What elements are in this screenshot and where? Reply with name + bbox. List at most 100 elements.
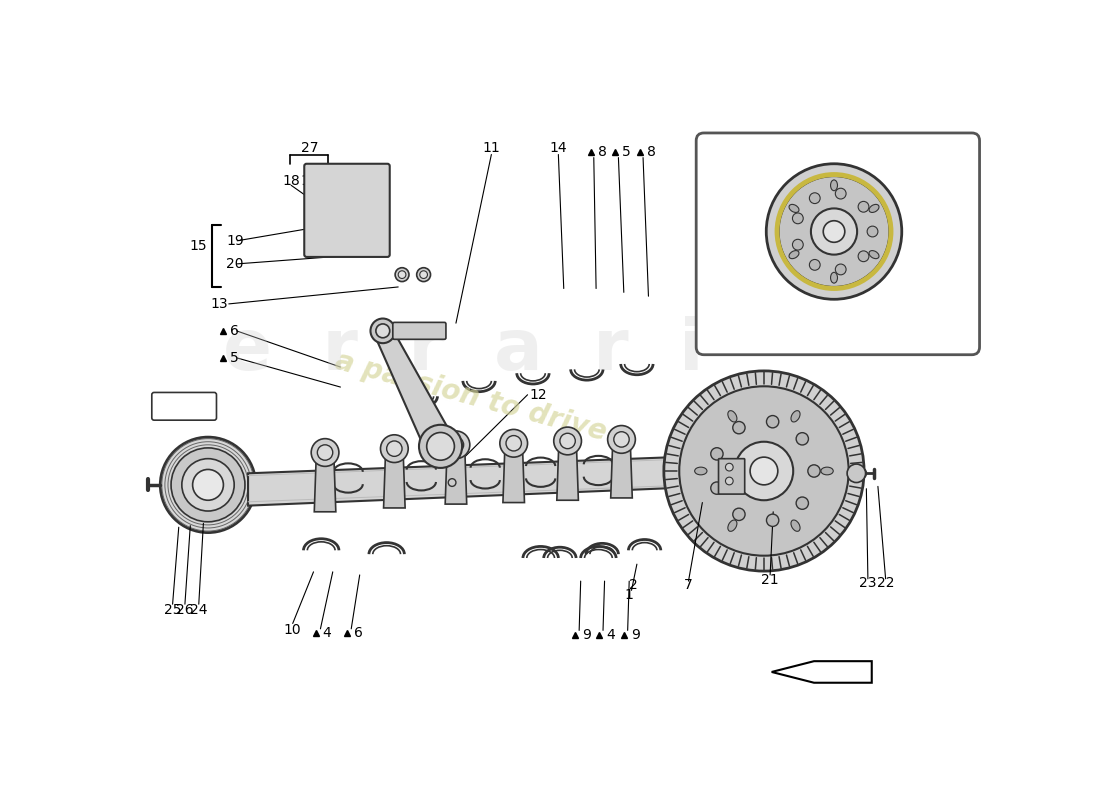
Circle shape bbox=[711, 482, 723, 494]
Circle shape bbox=[811, 209, 857, 254]
Ellipse shape bbox=[789, 250, 799, 258]
Circle shape bbox=[858, 251, 869, 262]
Text: 22: 22 bbox=[877, 577, 894, 590]
Circle shape bbox=[387, 441, 403, 456]
Text: 15: 15 bbox=[189, 239, 207, 253]
Polygon shape bbox=[503, 437, 525, 502]
Circle shape bbox=[779, 176, 890, 287]
Text: 5: 5 bbox=[623, 146, 631, 159]
Ellipse shape bbox=[791, 410, 800, 422]
Text: 4: 4 bbox=[322, 626, 331, 641]
Text: 9: 9 bbox=[630, 628, 639, 642]
FancyBboxPatch shape bbox=[696, 133, 980, 354]
FancyBboxPatch shape bbox=[152, 393, 217, 420]
Circle shape bbox=[170, 448, 245, 522]
Text: 7: 7 bbox=[684, 578, 693, 592]
Circle shape bbox=[733, 508, 745, 521]
Circle shape bbox=[867, 226, 878, 237]
Circle shape bbox=[442, 431, 470, 458]
FancyBboxPatch shape bbox=[305, 164, 389, 257]
Text: 8: 8 bbox=[597, 146, 606, 159]
Ellipse shape bbox=[728, 520, 737, 531]
Text: 24: 24 bbox=[190, 603, 208, 618]
Circle shape bbox=[726, 477, 734, 485]
Circle shape bbox=[711, 448, 723, 460]
Circle shape bbox=[395, 268, 409, 282]
Polygon shape bbox=[315, 446, 336, 512]
Text: e  r  r  a  r  i: e r r a r i bbox=[223, 315, 704, 385]
FancyArrow shape bbox=[772, 661, 871, 682]
Text: 18: 18 bbox=[283, 174, 300, 188]
Ellipse shape bbox=[728, 410, 737, 422]
Circle shape bbox=[553, 427, 582, 455]
Polygon shape bbox=[557, 435, 579, 500]
Circle shape bbox=[858, 202, 869, 212]
Text: 6: 6 bbox=[230, 324, 239, 338]
Text: 9: 9 bbox=[582, 628, 591, 642]
Ellipse shape bbox=[695, 467, 707, 475]
Circle shape bbox=[376, 324, 389, 338]
Text: 11: 11 bbox=[483, 142, 500, 155]
Circle shape bbox=[449, 478, 456, 486]
Circle shape bbox=[614, 432, 629, 447]
Circle shape bbox=[427, 433, 454, 460]
Text: 1: 1 bbox=[624, 588, 632, 602]
Polygon shape bbox=[249, 456, 695, 506]
Circle shape bbox=[750, 457, 778, 485]
Circle shape bbox=[767, 514, 779, 526]
Ellipse shape bbox=[789, 204, 799, 213]
Polygon shape bbox=[446, 438, 466, 504]
Circle shape bbox=[792, 239, 803, 250]
Text: 21: 21 bbox=[761, 573, 779, 586]
Circle shape bbox=[767, 164, 902, 299]
Polygon shape bbox=[610, 434, 632, 498]
Circle shape bbox=[807, 465, 821, 477]
Circle shape bbox=[835, 188, 846, 199]
Text: 21: 21 bbox=[942, 153, 959, 167]
Circle shape bbox=[810, 193, 821, 203]
Text: 27: 27 bbox=[301, 142, 318, 155]
Circle shape bbox=[182, 458, 234, 511]
Circle shape bbox=[381, 434, 408, 462]
Circle shape bbox=[847, 464, 866, 482]
Circle shape bbox=[398, 270, 406, 278]
Ellipse shape bbox=[791, 520, 800, 531]
Text: 4: 4 bbox=[606, 628, 615, 642]
Circle shape bbox=[823, 221, 845, 242]
Text: 23: 23 bbox=[859, 577, 877, 590]
Circle shape bbox=[856, 468, 867, 478]
FancyBboxPatch shape bbox=[718, 458, 745, 494]
Circle shape bbox=[796, 433, 808, 445]
Circle shape bbox=[371, 318, 395, 343]
Text: 17: 17 bbox=[300, 174, 319, 188]
Text: 12: 12 bbox=[529, 388, 547, 402]
Text: 26: 26 bbox=[176, 603, 194, 618]
Ellipse shape bbox=[869, 204, 879, 213]
Circle shape bbox=[560, 434, 575, 449]
Circle shape bbox=[680, 386, 849, 556]
Circle shape bbox=[419, 425, 462, 468]
Circle shape bbox=[499, 430, 528, 457]
Circle shape bbox=[449, 437, 464, 453]
Circle shape bbox=[810, 259, 821, 270]
Text: VERSIONE OTO: VERSIONE OTO bbox=[752, 280, 916, 298]
Text: 20: 20 bbox=[227, 257, 244, 271]
Circle shape bbox=[733, 422, 745, 434]
Text: ▲ = 3: ▲ = 3 bbox=[162, 399, 206, 414]
Text: OTO VERSION: OTO VERSION bbox=[759, 298, 910, 317]
Text: 14: 14 bbox=[550, 142, 568, 155]
Text: 8: 8 bbox=[647, 146, 656, 159]
Circle shape bbox=[796, 497, 808, 510]
Text: 25: 25 bbox=[164, 603, 182, 618]
Circle shape bbox=[792, 213, 803, 224]
Text: 5: 5 bbox=[230, 350, 239, 365]
Circle shape bbox=[726, 463, 734, 471]
Circle shape bbox=[735, 442, 793, 500]
Polygon shape bbox=[384, 442, 405, 508]
Text: 2: 2 bbox=[629, 578, 637, 592]
Polygon shape bbox=[374, 326, 454, 454]
Circle shape bbox=[417, 268, 430, 282]
Circle shape bbox=[420, 270, 428, 278]
Circle shape bbox=[161, 437, 255, 533]
Circle shape bbox=[506, 435, 521, 451]
